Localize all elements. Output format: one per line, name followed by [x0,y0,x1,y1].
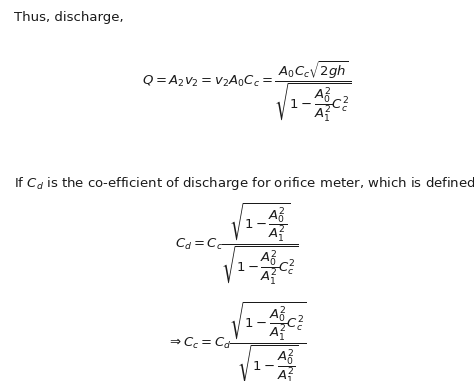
Text: $\Rightarrow C_c = C_d \dfrac{\sqrt{1 - \dfrac{A_0^2}{A_1^2} C_c^2}}{\sqrt{1 - \: $\Rightarrow C_c = C_d \dfrac{\sqrt{1 - … [167,301,307,381]
Text: Thus, discharge,: Thus, discharge, [14,11,124,24]
Text: $Q = A_2 v_2 = v_2 A_0 C_c = \dfrac{A_0 C_c \sqrt{2gh}}{\sqrt{1 - \dfrac{A_0^2}{: $Q = A_2 v_2 = v_2 A_0 C_c = \dfrac{A_0 … [142,59,351,123]
Text: If $C_d$ is the co-efficient of discharge for orifice meter, which is defined as: If $C_d$ is the co-efficient of discharg… [14,175,474,192]
Text: $C_d = C_c \dfrac{\sqrt{1 - \dfrac{A_0^2}{A_1^2}}}{\sqrt{1 - \dfrac{A_0^2}{A_1^2: $C_d = C_c \dfrac{\sqrt{1 - \dfrac{A_0^2… [175,202,299,286]
